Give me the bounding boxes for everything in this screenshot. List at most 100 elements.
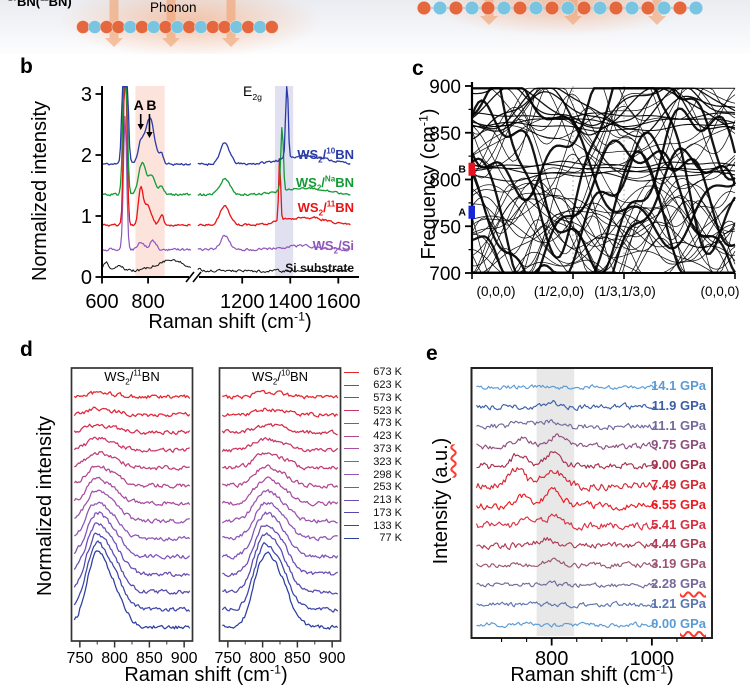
spectrum-curve [197,267,351,273]
spectrum-curve [73,511,191,560]
phonon-band [471,195,736,263]
pressure-unit: GPa [679,536,706,552]
spectrum-curve [221,541,339,613]
atom [672,0,688,16]
pressure-unit: GPa [679,417,706,433]
phonon-band [471,200,736,252]
phonon-band [471,167,736,177]
legend-item: 77 K [344,532,428,545]
spectrum-curve [73,465,191,489]
spectrum-curve [101,86,191,197]
legend-item: 423 K [344,430,428,443]
atom [253,20,267,34]
pressure-label: 9.75 GPa [651,437,706,452]
phonon-band [471,164,736,173]
atom [464,0,480,16]
phonon-arrow-head [480,16,498,25]
spectrum-curve [197,126,351,197]
spectrum-curve [476,536,658,551]
spectrum-curve [221,511,339,560]
phonon-label: Phonon [150,0,197,15]
spectrum-curve [476,557,658,569]
atom [170,20,185,34]
x-tick-label: 800 [535,648,568,670]
legend-label: 423 K [373,430,402,443]
pressure-value: 7.49 [651,477,680,492]
legend-label: 323 K [373,455,402,468]
legend-swatch [344,525,359,527]
legend-swatch [344,537,359,539]
atom [135,20,149,34]
legend-label: 173 K [373,506,402,519]
pressure-unit: GPa [679,477,706,492]
pressure-value: 5.41 [651,516,680,532]
phonon-band [471,106,736,220]
spectrum-curve [101,115,192,252]
phonon-band [471,107,736,234]
atom [688,0,704,16]
phonon-band [471,177,736,251]
kpath-label: (0,0,0) [700,284,739,299]
panel-d-label: d [20,338,33,361]
phonon-band [471,93,736,185]
spectrum-curve [476,384,657,390]
x-tick-label: 750 [66,650,93,667]
pressure-label: 1.21 GPa [651,596,706,611]
mode-marker [468,205,475,219]
atom [576,0,592,16]
spectrum-curve [222,551,339,630]
y-tick-label: 0 [81,267,92,289]
spectrum-curve [221,489,338,524]
mode-marker-letter: A [458,207,466,219]
spectrum-curve [221,436,339,453]
x-tick-label: 900 [171,650,198,667]
legend-swatch [344,499,359,501]
kpath-label: (1/2,0,0) [534,284,584,299]
spectrum-curve [476,600,658,609]
legend-item: 298 K [344,468,428,481]
panel-c-label: c [412,57,424,80]
phonon-band [471,178,736,273]
pressure-label: 0.00 GPa [651,616,706,631]
legend-label: 523 K [373,404,402,417]
legend-swatch [344,384,359,386]
phonon-arrow [166,0,176,38]
legend-swatch [344,474,359,475]
annotation-arrow-head [137,124,144,130]
atom-chain-right [416,0,704,16]
spectrum-curve [222,452,339,471]
phonon-band [471,87,736,130]
legend-item: 523 K [344,404,428,417]
x-tick-label: 1400 [268,291,313,313]
legend-label: 473 K [373,417,402,430]
pressure-value: 1.21 [651,595,680,611]
spectrum-curve [197,234,351,252]
spectrum-curve [73,436,190,453]
spectrum-curve [73,406,191,418]
panel-d-xlabel: Raman shift (cm-1) [124,662,288,686]
phonon-band [471,182,736,249]
pressure-label: 11.9 GPa [652,398,706,413]
spectrum-curve [222,524,338,578]
pressure-value: 11.9 [651,397,680,413]
spectrum-curve [476,451,658,470]
bn-isotope-label: 10BN(11BN) [8,0,72,9]
pressure-label: 14.1 GPa [651,378,706,393]
phonon-band [471,87,736,131]
phonon-arrow [226,0,236,38]
phonon-band [472,112,736,120]
panel-b-plot: 600 800 1200 1400 1600 0 1 2 3 A B [81,84,361,313]
pressure-unit: GPa [679,556,706,572]
atom [624,0,640,16]
legend-swatch [344,512,359,514]
spectrum-curve [222,389,339,400]
x-tick-label: 850 [284,650,311,667]
pressure-value: 3.19 [651,556,680,572]
atom [123,20,138,34]
atom [241,20,256,34]
legend-label: 623 K [373,379,402,392]
spectrum-curve [73,532,191,595]
legend-swatch [344,371,359,373]
spectrum-curve [222,501,338,542]
spectrum-curve [476,486,658,511]
